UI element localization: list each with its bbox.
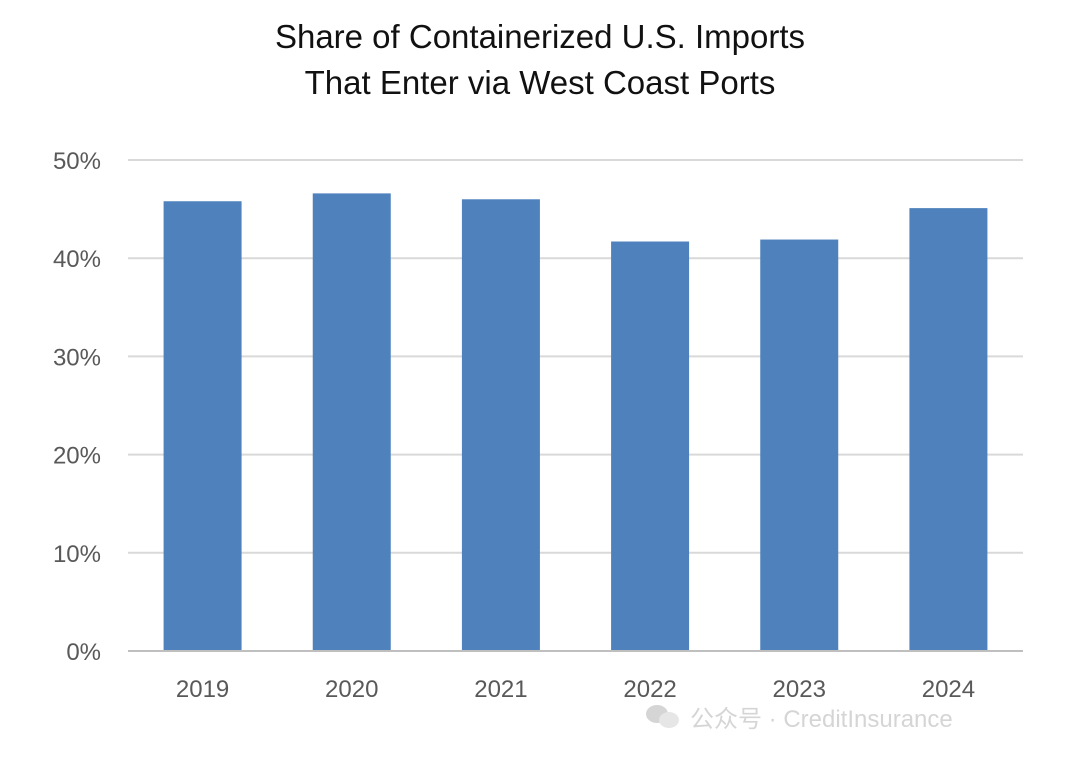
x-tick-label: 2020 xyxy=(325,676,378,703)
x-tick-label: 2022 xyxy=(623,676,676,703)
bar-2022 xyxy=(611,241,690,652)
y-tick-label: 50% xyxy=(53,148,101,175)
y-tick-label: 20% xyxy=(53,443,101,470)
watermark-text: 公众号 · CreditInsurance xyxy=(690,705,953,733)
bar-2023 xyxy=(760,239,839,652)
x-tick-label: 2019 xyxy=(176,676,229,703)
x-tick-label: 2021 xyxy=(474,676,527,703)
bar-2019 xyxy=(163,201,242,651)
bar-2020 xyxy=(312,193,391,651)
x-tick-label: 2023 xyxy=(773,676,826,703)
y-tick-label: 0% xyxy=(66,639,101,666)
x-tick-label: 2024 xyxy=(922,676,975,703)
wechat-icon xyxy=(646,703,682,729)
y-tick-label: 10% xyxy=(53,541,101,568)
watermark: 公众号 · CreditInsurance xyxy=(646,698,953,734)
chart-title-line-1: Share of Containerized U.S. Imports xyxy=(274,18,806,55)
bar-2021 xyxy=(461,199,540,651)
chart-title: Share of Containerized U.S. Imports That… xyxy=(0,14,1080,106)
chart-title-line-2: That Enter via West Coast Ports xyxy=(304,64,776,101)
y-tick-label: 30% xyxy=(53,344,101,371)
bar-2024 xyxy=(909,208,988,652)
y-tick-label: 40% xyxy=(53,246,101,273)
